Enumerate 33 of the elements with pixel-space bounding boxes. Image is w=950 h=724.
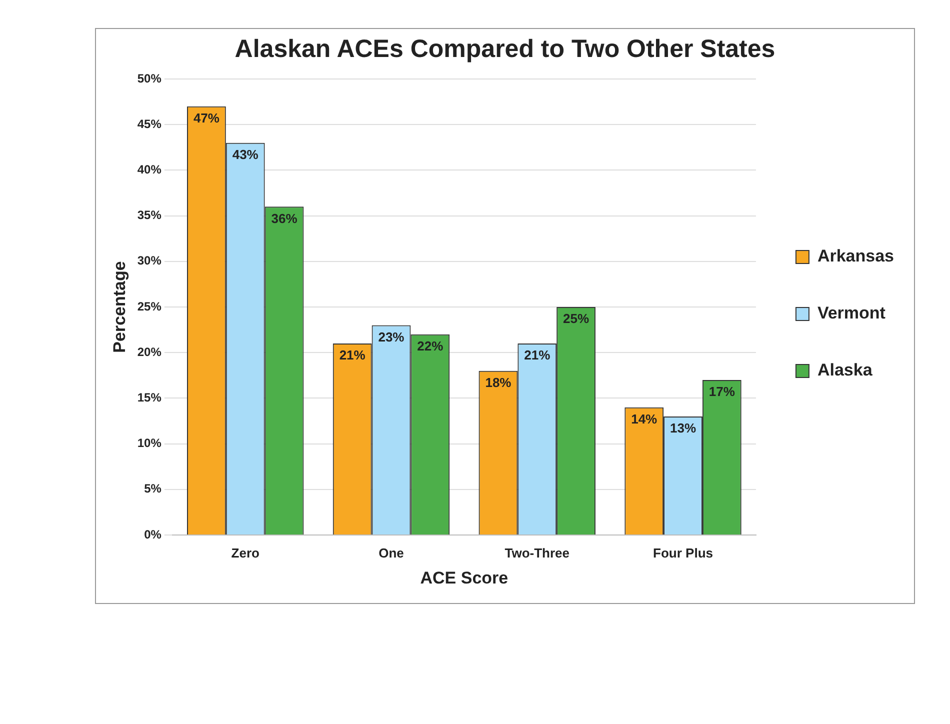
y-tick-label: 25% — [137, 299, 162, 314]
y-tick-label: 30% — [137, 254, 162, 268]
y-tick-label: 45% — [137, 116, 162, 131]
legend-label: Alaska — [817, 360, 873, 380]
data-label: 25% — [563, 311, 590, 326]
y-tick-label: 40% — [137, 162, 162, 177]
legend-label: Vermont — [817, 304, 886, 323]
y-tick-label: 5% — [144, 482, 162, 496]
data-label: 22% — [417, 338, 444, 354]
y-tick-label: 0% — [144, 527, 162, 542]
y-tick-label: 10% — [137, 436, 162, 450]
y-axis-title: Percentage — [110, 261, 129, 353]
data-label: 21% — [524, 348, 551, 363]
y-tick-label: 50% — [137, 71, 162, 86]
data-label: 14% — [631, 411, 658, 426]
data-label: 18% — [485, 374, 512, 390]
data-label: 17% — [708, 384, 736, 400]
data-label: 13% — [670, 420, 696, 436]
x-axis-title: ACE Score — [420, 568, 508, 588]
x-tick-label: Four Plus — [653, 545, 713, 560]
data-label: 21% — [339, 348, 366, 363]
chart-title: Alaskan ACEs Compared to Two Other States — [234, 34, 776, 63]
data-label: 23% — [378, 329, 405, 344]
y-tick-label: 20% — [137, 344, 162, 359]
legend-label: Arkansas — [817, 246, 894, 266]
y-tick-label: 35% — [137, 208, 162, 222]
data-label: 36% — [271, 210, 298, 226]
data-label: 47% — [193, 110, 220, 126]
x-tick-label: Zero — [231, 545, 260, 560]
y-tick-label: 15% — [137, 390, 162, 405]
data-label: 43% — [232, 146, 259, 162]
x-tick-label: One — [378, 545, 404, 560]
x-tick-label: Two-Three — [504, 545, 570, 560]
